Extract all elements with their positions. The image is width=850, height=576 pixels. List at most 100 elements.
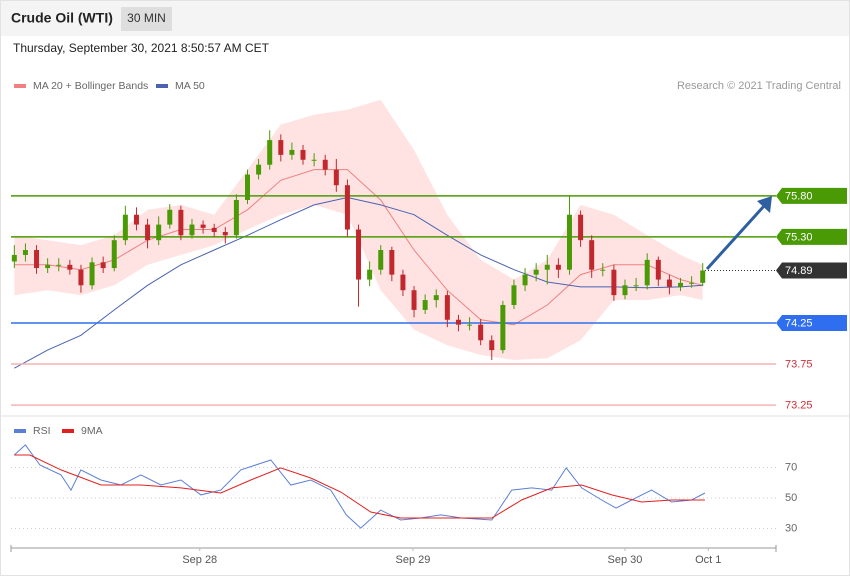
y-tick-label: 70: [785, 461, 797, 473]
candle-body: [322, 159, 328, 170]
candle-body: [489, 340, 495, 351]
timestamp: Thursday, September 30, 2021 8:50:57 AM …: [13, 41, 270, 55]
arrow-shaft: [705, 204, 766, 271]
candle-body: [367, 269, 373, 280]
interval-badge: [121, 7, 172, 31]
legend-label: RSI: [33, 425, 51, 437]
candle-body: [666, 279, 672, 287]
candle-body: [433, 295, 439, 301]
candle-body: [167, 209, 173, 225]
candle-body: [422, 300, 428, 310]
candle-body: [67, 264, 73, 270]
candle-body: [566, 214, 572, 270]
candle-body: [455, 319, 461, 325]
candle-body: [644, 259, 650, 286]
level-label: 74.25: [785, 317, 813, 329]
candle-body: [100, 262, 106, 269]
candle-body: [133, 214, 139, 225]
candle-body: [444, 295, 450, 320]
candle-body: [600, 269, 606, 271]
price-pane: 75.80 75.30 74.89 74.25 73.75 73.25 MA 20 + Bo…: [11, 80, 847, 411]
level-label: 75.30: [785, 231, 813, 243]
forecast-arrow: [705, 196, 772, 271]
candle-body: [11, 254, 17, 262]
level-tag: [776, 187, 847, 204]
level-tag: [776, 262, 847, 279]
candle-body: [400, 274, 406, 291]
candle-body: [378, 250, 384, 270]
moving-average: [14, 196, 703, 369]
candle-body: [200, 224, 206, 228]
arrow-head: [757, 196, 772, 213]
candle-body: [78, 269, 84, 286]
title: Crude Oil (WTI): [11, 10, 113, 26]
candle-body: [467, 324, 473, 326]
candle-body: [589, 240, 595, 270]
candle-body: [45, 264, 51, 269]
indicator-line: [13, 444, 706, 529]
candle-body: [478, 324, 484, 341]
candle-body: [300, 149, 306, 160]
level-label: 74.89: [785, 265, 813, 277]
candle-body: [34, 250, 40, 269]
candle-body: [578, 214, 584, 241]
x-tick-label: Oct 1: [695, 554, 721, 566]
candle-body: [189, 224, 195, 236]
candle-body: [500, 304, 506, 351]
candle-body: [544, 264, 550, 270]
legend-swatch: [14, 429, 26, 433]
candle-body: [289, 149, 295, 155]
level-label: 73.25: [785, 399, 813, 411]
level-label: 73.75: [785, 358, 813, 370]
candle-body: [689, 282, 695, 284]
candle-body: [222, 231, 228, 236]
candle-body: [178, 209, 184, 236]
candle-body: [267, 140, 273, 165]
moving-average: [14, 169, 703, 326]
rsi-pane: 30 50 70 Sep 28 Sep 29 Sep 30 Oct 1 RSI 9MA: [10, 425, 797, 566]
candle-body: [278, 140, 284, 155]
candle-body: [389, 250, 395, 275]
candle-body: [56, 264, 62, 266]
legend-label: 9MA: [81, 425, 103, 437]
level-tag: [776, 315, 847, 332]
candle-body: [156, 224, 162, 241]
candle-body: [655, 259, 661, 280]
credit: Research © 2021 Trading Central: [677, 80, 841, 92]
indicator-line: [14, 454, 705, 519]
candle-body: [211, 227, 217, 232]
candle-body: [533, 269, 539, 275]
interval: 30 MIN: [127, 11, 166, 25]
x-tick-label: Sep 30: [608, 554, 643, 566]
candle-body: [633, 285, 639, 287]
candle-body: [233, 199, 239, 236]
candle-body: [611, 269, 617, 296]
x-tick-label: Sep 28: [182, 554, 217, 566]
candle-body: [244, 174, 250, 200]
candle-body: [22, 250, 28, 255]
candle-body: [622, 285, 628, 296]
candle-body: [145, 224, 151, 241]
y-tick-label: 30: [785, 522, 797, 534]
candle-body: [344, 185, 350, 230]
legend-swatch: [62, 429, 74, 433]
legend-label: MA 20 + Bollinger Bands: [33, 80, 148, 92]
candle-body: [111, 240, 117, 269]
y-tick-label: 50: [785, 492, 797, 504]
legend-swatch: [156, 84, 168, 88]
legend-label: MA 50: [175, 80, 205, 92]
x-tick-label: Sep 29: [395, 554, 430, 566]
candle-body: [89, 262, 95, 286]
candle-body: [700, 270, 706, 283]
candle-body: [311, 159, 317, 161]
level-label: 75.80: [785, 190, 813, 202]
candle-body: [411, 290, 417, 310]
candle-body: [333, 169, 339, 186]
candle-body: [678, 282, 684, 287]
candle-body: [122, 214, 128, 241]
candle-body: [256, 164, 262, 175]
candle-body: [356, 229, 362, 280]
candle-body: [522, 274, 528, 286]
level-tag: [776, 228, 847, 245]
